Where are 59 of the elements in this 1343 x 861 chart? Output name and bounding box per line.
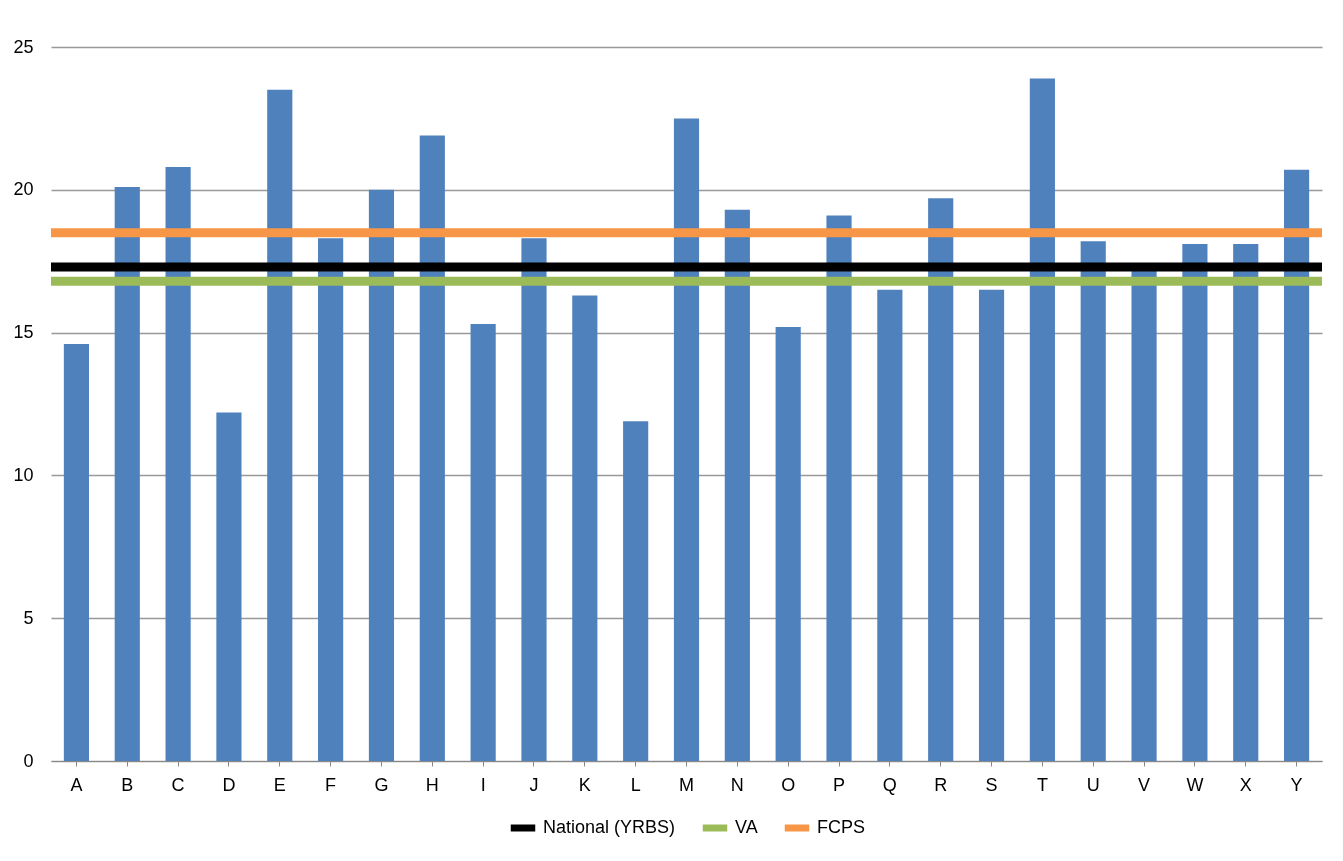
x-tick-label: G: [374, 774, 389, 795]
y-tick-label: 15: [13, 322, 34, 343]
y-tick-label: 0: [23, 750, 34, 771]
bar: [114, 186, 140, 761]
bar: [1029, 78, 1055, 761]
x-tick-label: E: [273, 774, 286, 795]
y-tick-label: 5: [23, 607, 34, 628]
y-tick-label: 10: [13, 464, 34, 485]
bar: [826, 215, 852, 761]
bar: [1080, 241, 1106, 761]
bar: [216, 412, 242, 761]
bar: [267, 89, 293, 761]
bar: [1182, 244, 1208, 761]
bar: [1284, 169, 1310, 761]
x-tick-label: D: [222, 774, 236, 795]
x-tick-label: Y: [1290, 774, 1303, 795]
x-tick-label: H: [425, 774, 439, 795]
bar: [877, 289, 903, 761]
x-tick-label: A: [70, 774, 83, 795]
bar: [572, 295, 598, 761]
x-tick-label: P: [833, 774, 846, 795]
x-tick-label: F: [325, 774, 337, 795]
bar: [978, 289, 1005, 761]
bar: [470, 324, 496, 761]
y-tick-label: 25: [13, 36, 34, 57]
x-tick-label: B: [121, 774, 134, 795]
legend-label: VA: [735, 817, 758, 837]
x-tick-label: Q: [882, 774, 897, 795]
bar: [419, 135, 445, 761]
x-tick-label: J: [529, 774, 539, 795]
bar: [673, 118, 700, 761]
x-tick-label: K: [578, 774, 591, 795]
x-tick-label: L: [630, 774, 641, 795]
bar: [1233, 244, 1259, 761]
y-tick-label: 20: [13, 179, 34, 200]
x-tick-label: I: [480, 774, 486, 795]
x-tick-label: X: [1239, 774, 1252, 795]
x-tick-label: R: [934, 774, 948, 795]
x-tick-label: C: [171, 774, 185, 795]
x-tick-label: M: [679, 774, 694, 795]
x-tick-label: U: [1086, 774, 1100, 795]
x-tick-label: V: [1138, 774, 1151, 795]
x-tick-label: O: [781, 774, 796, 795]
legend-label: FCPS: [817, 817, 866, 837]
bar: [775, 326, 801, 761]
x-tick-label: S: [985, 774, 998, 795]
bar: [1131, 269, 1157, 761]
x-tick-label: T: [1036, 774, 1048, 795]
bar: [165, 166, 191, 761]
bar: [521, 238, 547, 761]
x-tick-label: N: [730, 774, 744, 795]
legend-label: National (YRBS): [543, 817, 676, 837]
bar: [928, 198, 954, 761]
bar: [63, 344, 89, 761]
bar: [368, 189, 395, 761]
x-tick-label: W: [1186, 774, 1204, 795]
bar: [724, 209, 750, 761]
bar: [318, 238, 344, 761]
bar: [623, 421, 649, 761]
